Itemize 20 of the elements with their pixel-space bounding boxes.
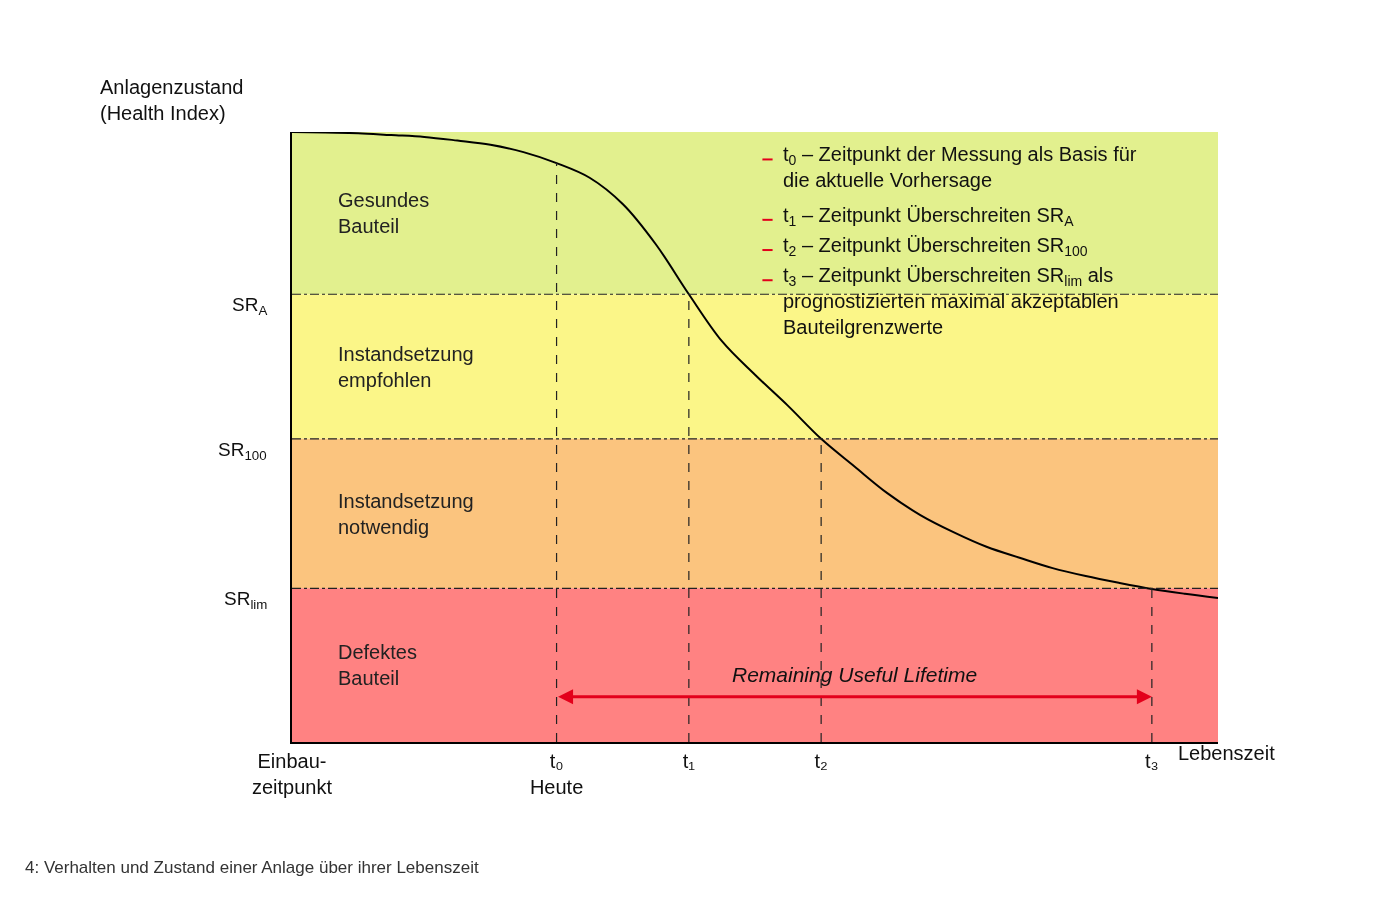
x-tick-label: t₂ [814,750,828,772]
band-label: Defektes Bauteil [338,641,417,689]
ref-line-label: SR$_{lim}$ [224,588,268,612]
ref-line-label: SR$_{A}$ [232,294,268,318]
band-label: Gesundes Bauteil [338,189,430,237]
annotation: Remaining Useful Lifetime [732,663,978,686]
x-tick-label: t₀ Heute [529,750,584,798]
y-axis-title: Anlagenzustand (Health Index) [100,76,244,124]
band-label: Instandsetzung empfohlen [338,343,474,391]
x-tick-label: t₃ [1145,750,1159,772]
x-tick-label: t₁ [682,750,696,772]
ref-line-label: SR$_{100}$ [218,439,267,463]
annotation: t$_{1}$ – Zeitpunkt Überschreiten SR$_{A}$ [783,204,1075,230]
x-tick-label: Einbau- zeitpunkt [251,750,333,798]
annotation: t$_{3}$ – Zeitpunkt Überschreiten SR$_{lim}$ als prognostizierten maximal akzeptablen Bauteilgrenzwerte [783,264,1119,338]
annotation: t$_{0}$ – Zeitpunkt der Messung als Basis für die aktuelle Vorhersage [783,143,1137,191]
x-axis-title: Lebenszeit [1178,742,1276,764]
text: 4: Verhalten und Zustand einer Anlage über ihrer Lebenszeit [25,858,479,877]
annotation: t$_{2}$ – Zeitpunkt Überschreiten SR$_{100}$ [783,234,1088,260]
band-label: Instandsetzung notwendig [338,490,474,538]
